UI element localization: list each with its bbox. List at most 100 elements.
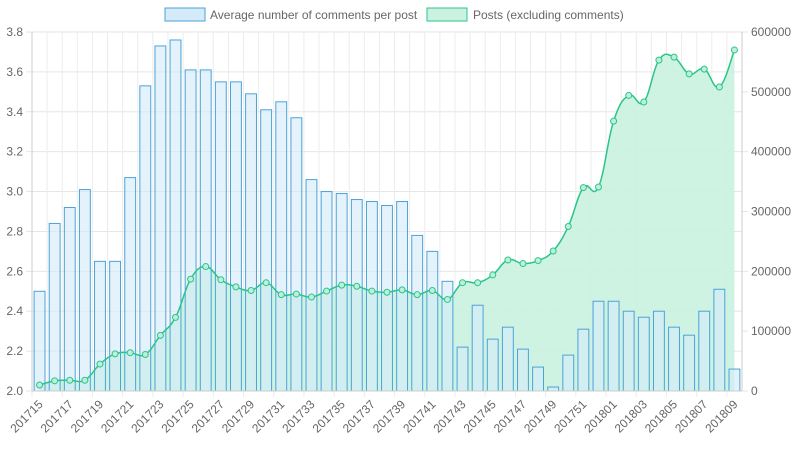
comments-bar (713, 288, 726, 392)
comments-bar (139, 85, 152, 392)
x-tick-label: 201745 (461, 397, 499, 435)
x-tick-label: 201731 (249, 397, 287, 435)
comments-bar (607, 300, 620, 392)
x-tick-label: 201809 (702, 397, 740, 435)
posts-area-fill (39, 49, 735, 391)
comments-bar (728, 368, 741, 392)
posts-point (51, 377, 59, 385)
x-tick-label: 201803 (612, 397, 650, 435)
legend: Average number of comments per post Post… (164, 7, 624, 22)
posts-point (126, 349, 134, 357)
comments-bar (245, 93, 257, 392)
posts-point (655, 56, 663, 64)
legend-swatch-comments (164, 7, 206, 22)
posts-point (96, 360, 104, 368)
posts-point (489, 271, 497, 279)
comments-bar (501, 326, 514, 392)
posts-point (685, 70, 693, 78)
y-right-tick-label: 400000 (751, 145, 791, 159)
posts-point (519, 260, 527, 268)
comments-bar (290, 117, 303, 392)
legend-label-posts: Posts (excluding comments) (473, 8, 624, 22)
posts-area (39, 49, 735, 391)
y-right-tick-label: 200000 (751, 264, 791, 278)
y-right-tick-label: 600000 (751, 25, 791, 39)
posts-point (353, 282, 361, 290)
posts-point (66, 376, 74, 384)
posts-point (156, 331, 164, 339)
comments-bar (365, 201, 378, 392)
comments-bar (577, 328, 590, 392)
posts-point (443, 295, 451, 303)
posts-point (428, 286, 436, 294)
posts-point (398, 286, 406, 294)
comments-bar (275, 101, 288, 392)
y-left-tick-label: 3.0 (6, 185, 23, 199)
posts-point (172, 313, 180, 321)
comments-bar (668, 326, 680, 392)
x-tick-label: 201743 (430, 397, 468, 435)
comments-bar (63, 207, 76, 392)
x-tick-label: 201733 (279, 397, 317, 435)
x-tick-label: 201747 (491, 397, 529, 435)
comments-bar (214, 81, 227, 392)
comments-bar (426, 250, 439, 392)
x-tick-label: 201715 (7, 397, 45, 435)
posts-point (564, 222, 572, 230)
posts-point (81, 376, 89, 384)
posts-point (202, 263, 210, 271)
y-left-tick-label: 2.6 (6, 264, 23, 278)
x-tick-label: 201721 (98, 397, 136, 435)
y-left-tick-label: 3.8 (6, 25, 23, 39)
legend-label-comments: Average number of comments per post (210, 8, 418, 22)
posts-point (141, 351, 149, 359)
comments-bar (335, 193, 348, 392)
comments-bar (592, 300, 605, 392)
comments-bar (229, 81, 242, 392)
posts-point (640, 98, 648, 106)
legend-item-posts[interactable]: Posts (excluding comments) (426, 7, 624, 22)
posts-point (36, 381, 44, 389)
comments-bar (456, 346, 469, 392)
y-left-tick-label: 2.4 (6, 304, 23, 318)
comments-bar (471, 304, 484, 392)
comments-bar (637, 316, 650, 392)
posts-point (368, 287, 376, 295)
posts-point (217, 276, 225, 284)
comments-bar (154, 45, 167, 392)
x-tick-label: 201737 (340, 397, 378, 435)
legend-item-comments[interactable]: Average number of comments per post (164, 7, 418, 22)
comments-bar (124, 177, 137, 392)
comments-bar (109, 260, 122, 392)
y-left-tick-label: 2.0 (6, 384, 23, 398)
x-tick-label: 201751 (551, 397, 589, 435)
comments-bars (33, 39, 741, 392)
posts-point (474, 279, 482, 287)
posts-point (549, 247, 557, 255)
x-tick-label: 201801 (582, 397, 620, 435)
posts-point (625, 91, 633, 99)
comments-bar (33, 290, 46, 392)
posts-point (187, 275, 195, 283)
posts-point (579, 184, 587, 192)
comments-bar (396, 201, 409, 392)
posts-point (670, 53, 678, 61)
posts-point (247, 286, 255, 294)
posts-point (700, 65, 708, 73)
posts-point (504, 256, 512, 264)
comments-bar (381, 205, 393, 392)
comments-bar (562, 354, 575, 392)
y-right-tick-label: 500000 (751, 85, 791, 99)
x-tick-label: 201805 (642, 397, 680, 435)
comments-bar (532, 366, 545, 392)
posts-point (111, 350, 119, 358)
comments-bar (517, 348, 529, 392)
posts-point (262, 279, 270, 287)
posts-point (383, 288, 391, 296)
posts-point (730, 46, 738, 54)
posts-point (292, 290, 300, 298)
comments-bar (260, 109, 273, 392)
legend-swatch-posts (426, 7, 468, 22)
y-left-tick-label: 2.2 (6, 344, 23, 358)
